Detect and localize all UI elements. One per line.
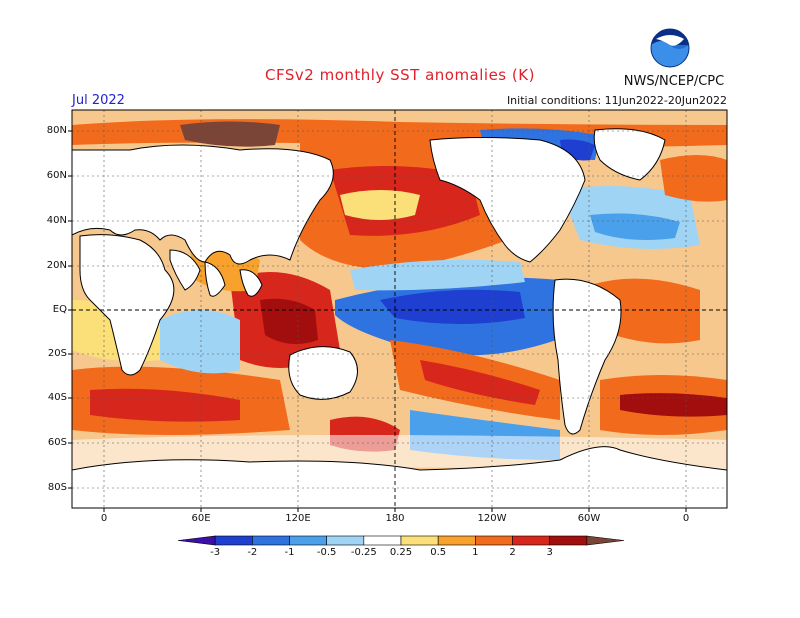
colorbar-label: 1 bbox=[472, 547, 479, 558]
y-label-20n: 20N bbox=[46, 260, 67, 271]
colorbar-label: -1 bbox=[284, 547, 295, 558]
colorbar-swatch bbox=[289, 535, 327, 546]
y-label-80s: 80S bbox=[47, 482, 67, 493]
colorbar-swatch bbox=[252, 535, 290, 546]
agency-label: NWS/NCEP/CPC bbox=[623, 74, 725, 89]
x-label-0: 0 bbox=[100, 513, 108, 524]
x-label-0-east: 0 bbox=[682, 513, 690, 524]
forecast-month: Jul 2022 bbox=[72, 93, 125, 108]
map-title: CFSv2 monthly SST anomalies (K) bbox=[265, 66, 535, 84]
y-label-40s: 40S bbox=[47, 392, 67, 403]
colorbar-swatch bbox=[400, 535, 439, 546]
colorbar-swatch bbox=[549, 535, 588, 546]
colorbar-label: -0.5 bbox=[316, 547, 337, 558]
colorbar-label: 3 bbox=[546, 547, 553, 558]
colorbar-swatch bbox=[326, 535, 365, 546]
x-label-120w: 120W bbox=[477, 513, 507, 524]
colorbar-swatch bbox=[177, 535, 216, 546]
y-label-60s: 60S bbox=[47, 437, 67, 448]
colorbar-label: -2 bbox=[247, 547, 258, 558]
initial-conditions: Initial conditions: 11Jun2022-20Jun2022 bbox=[506, 94, 727, 107]
colorbar-label: -3 bbox=[210, 547, 221, 558]
y-label-60n: 60N bbox=[46, 170, 67, 181]
colorbar-label: -0.25 bbox=[350, 547, 377, 558]
x-label-60e: 60E bbox=[191, 513, 211, 524]
colorbar-swatch bbox=[437, 535, 476, 546]
colorbar-label: 2 bbox=[509, 547, 516, 558]
colorbar-swatch bbox=[363, 535, 402, 546]
x-label-60w: 60W bbox=[577, 513, 601, 524]
x-label-120e: 120E bbox=[285, 513, 311, 524]
colorbar-label: 0.25 bbox=[389, 547, 413, 558]
y-label-eq: EQ bbox=[52, 304, 67, 315]
colorbar-swatch bbox=[214, 535, 253, 546]
y-label-40n: 40N bbox=[46, 215, 67, 226]
colorbar-swatch bbox=[512, 535, 550, 546]
colorbar-label: 0.5 bbox=[430, 547, 447, 558]
noaa-logo bbox=[650, 28, 690, 68]
colorbar-swatch bbox=[475, 535, 513, 546]
x-label-180: 180 bbox=[385, 513, 405, 524]
y-label-20s: 20S bbox=[47, 348, 67, 359]
y-label-80n: 80N bbox=[46, 125, 67, 136]
colorbar-swatch bbox=[586, 535, 625, 546]
